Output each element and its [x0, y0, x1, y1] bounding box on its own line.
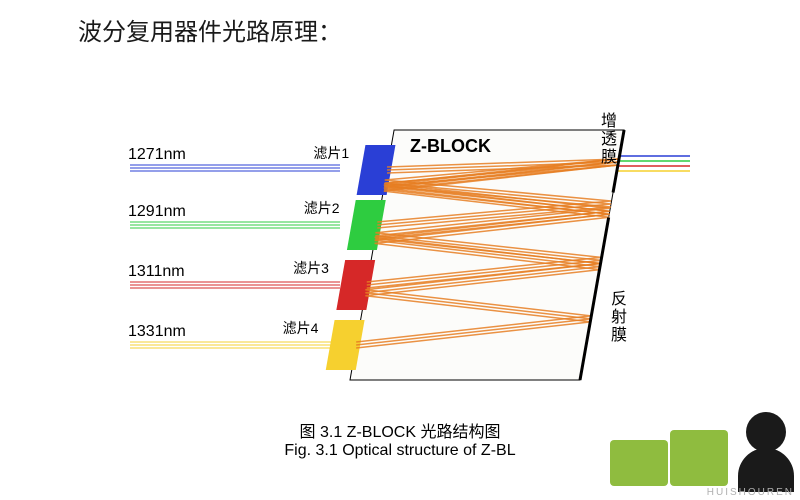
zblock-label: Z-BLOCK	[410, 136, 491, 157]
wavelength-label-4: 1331nm	[128, 323, 186, 341]
silhouette-body-icon	[738, 448, 794, 492]
ar-coating-label: 增透膜	[594, 112, 618, 166]
watermark: HUISHOUREN	[610, 410, 800, 500]
filter-label-2: 滤片2	[304, 198, 340, 218]
wavelength-label-1: 1271nm	[128, 146, 186, 164]
wavelength-label-3: 1311nm	[128, 263, 185, 281]
watermark-text: HUISHOUREN	[707, 487, 794, 498]
wavelength-label-2: 1291nm	[128, 203, 186, 221]
silhouette-head-icon	[746, 412, 786, 452]
filter-label-1: 滤片1	[313, 143, 349, 163]
filter-label-4: 滤片4	[283, 318, 319, 338]
filter-label-3: 滤片3	[293, 258, 329, 278]
reflect-coating-label: 反射膜	[604, 290, 628, 344]
